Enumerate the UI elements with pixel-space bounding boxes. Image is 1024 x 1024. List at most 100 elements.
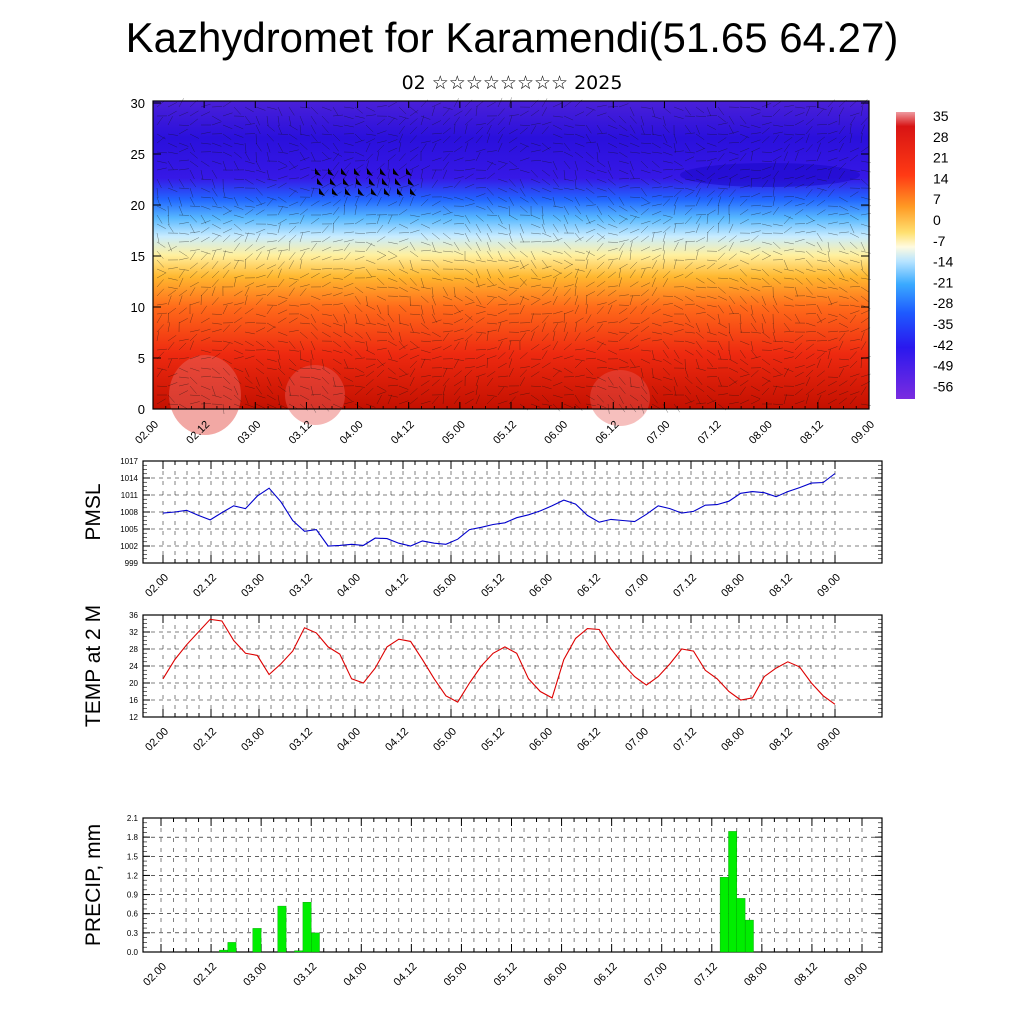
wind-barb xyxy=(310,322,318,331)
wind-barb xyxy=(838,241,846,251)
wind-barb xyxy=(431,200,441,207)
x-tick-label: 04.12 xyxy=(383,726,411,754)
wind-barb xyxy=(849,277,859,284)
wind-barb xyxy=(486,172,496,180)
wind-barb xyxy=(717,235,727,243)
wind-barb xyxy=(816,277,826,284)
wind-barb xyxy=(453,98,459,108)
wind-barb xyxy=(387,322,392,333)
wind-barb xyxy=(640,235,650,243)
wind-barb xyxy=(783,161,790,171)
wind-barb xyxy=(486,160,497,166)
wind-barb xyxy=(365,370,375,378)
wind-barb xyxy=(299,251,306,261)
wind-barb xyxy=(519,127,528,135)
wind-barb xyxy=(530,250,536,261)
wind-barb xyxy=(816,142,821,153)
wind-barb xyxy=(640,394,649,403)
wind-barb xyxy=(629,151,640,154)
wind-barb xyxy=(750,106,761,111)
wind-barb xyxy=(475,332,483,342)
wind-barb xyxy=(750,322,757,332)
wind-barb xyxy=(772,347,783,351)
wind-barb xyxy=(442,117,451,126)
wind-barb xyxy=(178,168,189,171)
wind-barb xyxy=(178,128,188,135)
wind-barb xyxy=(574,223,580,234)
wind-barb xyxy=(167,116,173,126)
wind-barb xyxy=(189,355,200,360)
wind-barb xyxy=(299,106,310,109)
wind-barb xyxy=(651,277,656,288)
wind-barb xyxy=(618,403,626,413)
wind-barb xyxy=(431,313,438,323)
wind-barb xyxy=(629,124,636,134)
wind-barb xyxy=(585,187,595,194)
wind-barb xyxy=(739,147,750,153)
wind-barb xyxy=(233,106,241,115)
wind-barb xyxy=(376,358,385,367)
wind-barb xyxy=(805,277,813,286)
wind-barb xyxy=(398,259,405,269)
wind-flag xyxy=(408,178,414,186)
wind-barb xyxy=(816,223,827,229)
wind-barb xyxy=(618,160,629,164)
wind-barb xyxy=(673,385,677,396)
wind-barb xyxy=(409,354,420,360)
wind-barb xyxy=(398,367,407,375)
wind-barb xyxy=(750,124,761,129)
wind-barb xyxy=(299,231,310,234)
x-tick-label: 04.12 xyxy=(383,572,411,600)
wind-barb xyxy=(827,398,837,405)
wind-barb xyxy=(629,295,641,297)
wind-barb xyxy=(453,223,465,225)
wind-flag xyxy=(371,188,377,196)
x-tick-label: 09.00 xyxy=(815,726,843,754)
wind-barb xyxy=(167,267,178,270)
wind-barb xyxy=(222,342,230,351)
wind-barb xyxy=(629,236,639,243)
wind-barb xyxy=(453,380,463,387)
wind-barb xyxy=(761,387,770,396)
wind-barb xyxy=(211,260,219,270)
wind-barb xyxy=(552,321,563,324)
wind-barb xyxy=(695,367,706,371)
wind-barb xyxy=(772,223,783,227)
wind-barb xyxy=(794,250,805,253)
x-tick-label: 05.00 xyxy=(442,961,470,989)
temp-series-line xyxy=(162,618,836,705)
wind-barb xyxy=(618,115,627,124)
wind-barb xyxy=(442,232,451,240)
x-tick-label: 02.12 xyxy=(191,572,219,600)
wind-barb xyxy=(849,205,860,211)
wind-barb xyxy=(662,303,673,306)
wind-barb xyxy=(695,322,701,333)
wind-barb xyxy=(750,235,759,243)
wind-barb xyxy=(838,213,849,216)
wind-barb xyxy=(574,205,582,215)
wind-barb xyxy=(431,138,442,144)
wind-barb xyxy=(299,174,310,180)
wind-barb xyxy=(409,229,420,234)
wind-barb xyxy=(365,242,373,252)
wind-barb xyxy=(816,370,825,378)
x-tick-label: 03.12 xyxy=(287,572,315,600)
wind-barb xyxy=(255,133,257,145)
wind-barb xyxy=(783,304,794,307)
wind-barb xyxy=(596,142,601,153)
wind-barb xyxy=(761,241,772,245)
wind-barb xyxy=(728,331,734,342)
wind-barb xyxy=(167,142,178,148)
wind-barb xyxy=(596,320,607,324)
wind-barb xyxy=(838,114,840,126)
wind-barb xyxy=(706,286,718,288)
wind-barb xyxy=(794,286,798,297)
wind-barb xyxy=(695,223,700,234)
wind-barb xyxy=(310,403,317,413)
wind-barb xyxy=(442,161,450,171)
wind-barb xyxy=(519,352,528,360)
precip-bar xyxy=(728,831,738,953)
wind-barb xyxy=(178,357,189,360)
wind-barb xyxy=(849,391,860,396)
